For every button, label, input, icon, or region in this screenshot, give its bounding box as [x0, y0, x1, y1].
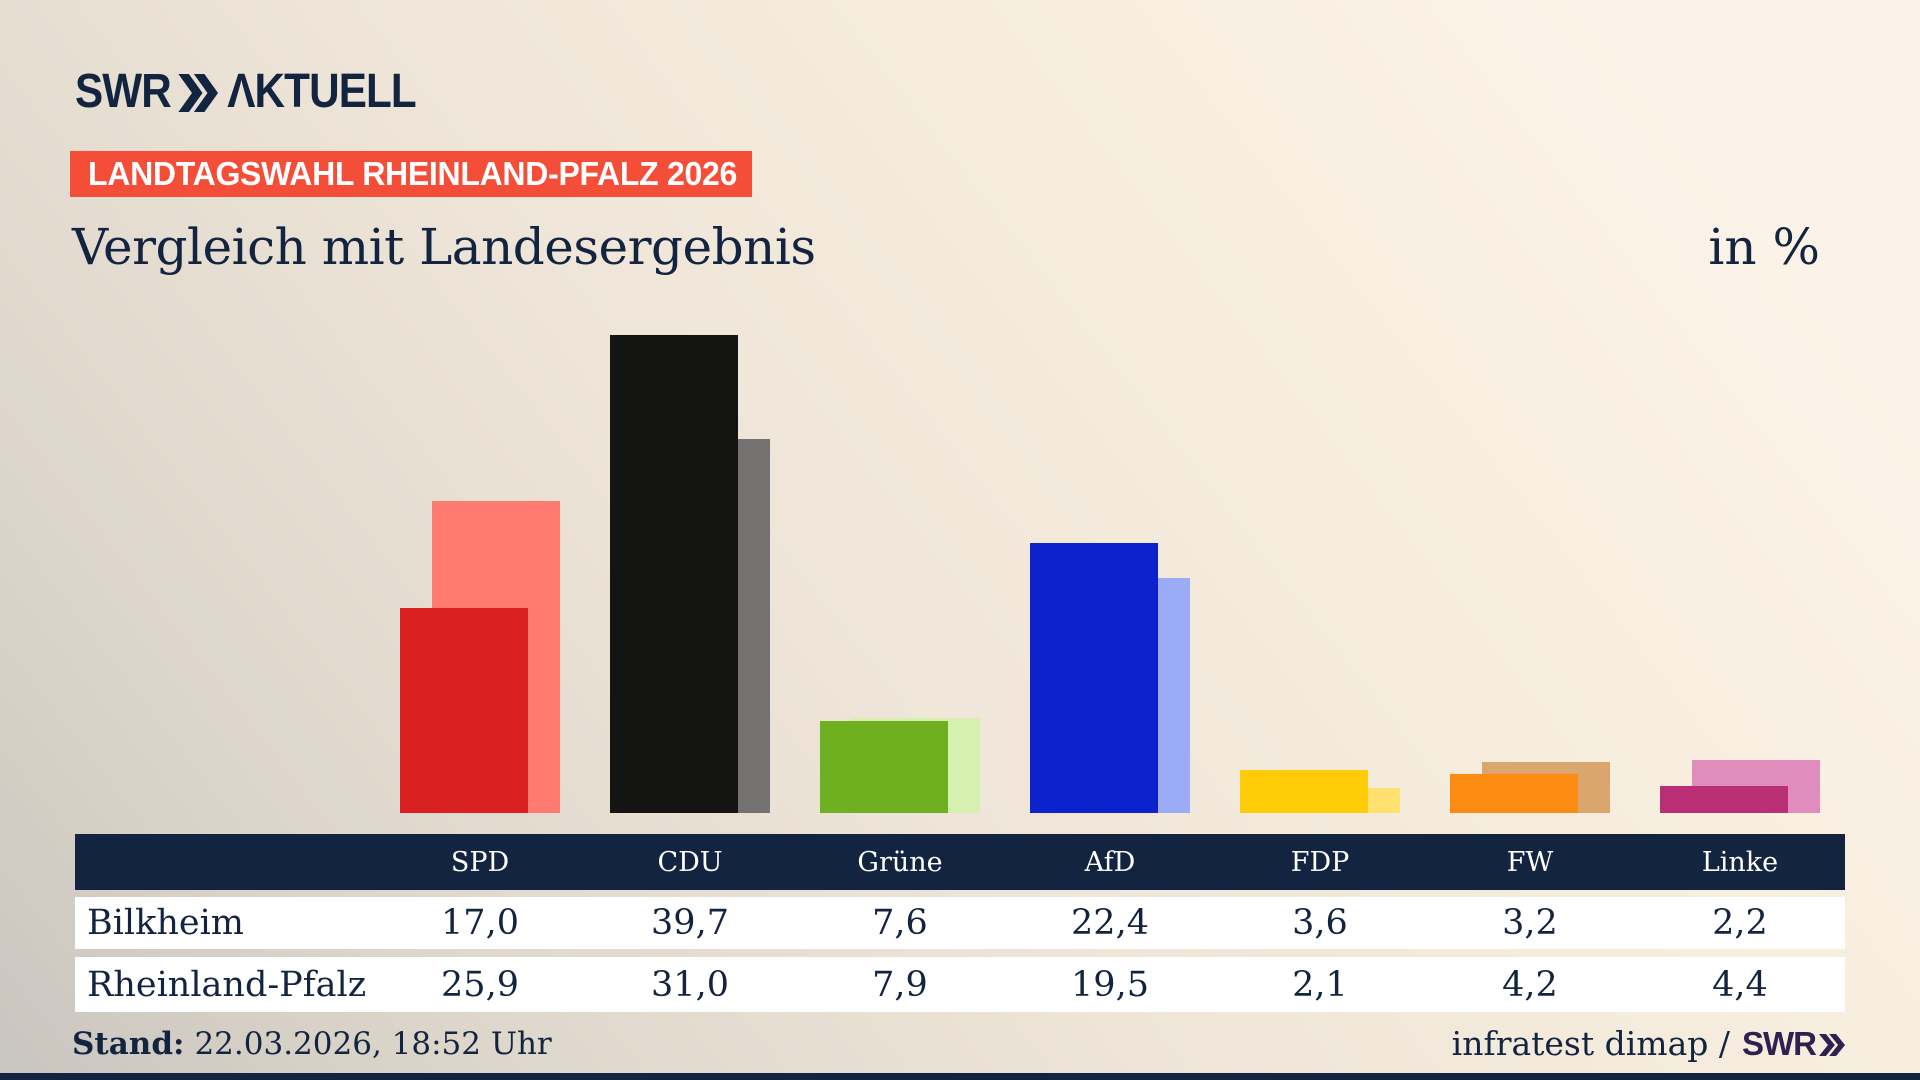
cell-Bilkheim-AfD: 22,4 [1071, 903, 1149, 943]
cell-Rheinland-Pfalz-AfD: 19,5 [1071, 964, 1149, 1005]
logo-aktuell-text: ΛKTUELL [227, 65, 416, 118]
column-header-FW: FW [1506, 846, 1554, 878]
column-header-CDU: CDU [657, 846, 723, 878]
table-header-row: SPD CDU Grüne AfD FDP FW Linke [75, 834, 1845, 890]
table-corner-cell [75, 834, 375, 890]
source-credit: infratest dimap / SWR [1452, 1024, 1845, 1063]
cell-Rheinland-Pfalz-CDU: 31,0 [651, 964, 729, 1005]
bottom-strip [0, 1073, 1920, 1080]
chart-subtitle: Vergleich mit Landesergebnis [72, 218, 816, 276]
stand-value: 22.03.2026, 18:52 Uhr [194, 1026, 552, 1062]
table-row-Rheinland-Pfalz: Rheinland-Pfalz 25,9 31,0 7,9 19,5 2,1 4,2 4,4 [75, 957, 1845, 1012]
cell-Rheinland-Pfalz-FW: 4,2 [1502, 964, 1558, 1005]
row-label-Bilkheim: Bilkheim [87, 903, 244, 943]
bar-AfD-Bilkheim [1030, 543, 1158, 813]
source-swr-text: SWR [1742, 1024, 1817, 1062]
row-label-Rheinland-Pfalz: Rheinland-Pfalz [87, 964, 367, 1005]
bar-FW-Bilkheim [1450, 774, 1578, 813]
column-header-FDP: FDP [1290, 846, 1350, 878]
column-header-AfD: AfD [1084, 846, 1136, 878]
bar-SPD-Bilkheim [400, 608, 528, 813]
column-header-Linke: Linke [1701, 846, 1779, 878]
swr-double-chevron-icon [178, 73, 219, 112]
bar-CDU-Bilkheim [610, 335, 738, 813]
cell-Bilkheim-SPD: 17,0 [441, 903, 519, 943]
cell-Bilkheim-FW: 3,2 [1502, 903, 1558, 943]
stand-label: Stand: [72, 1026, 185, 1062]
logo-swr-text: SWR [75, 65, 172, 118]
stand-timestamp: Stand: 22.03.2026, 18:52 Uhr [72, 1026, 552, 1062]
title-banner-text: LANDTAGSWAHL RHEINLAND-PFALZ 2026 [88, 155, 738, 192]
cell-Rheinland-Pfalz-SPD: 25,9 [441, 964, 519, 1005]
bar-FDP-Bilkheim [1240, 770, 1368, 813]
column-header-SPD: SPD [450, 846, 510, 878]
source-text: infratest dimap / [1451, 1024, 1730, 1063]
bar-Grüne-Bilkheim [820, 721, 948, 813]
cell-Rheinland-Pfalz-Linke: 4,4 [1712, 964, 1768, 1005]
title-banner: LANDTAGSWAHL RHEINLAND-PFALZ 2026 [70, 151, 752, 197]
source-swr-brand: SWR [1742, 1025, 1845, 1063]
cell-Bilkheim-FDP: 3,6 [1292, 903, 1348, 943]
cell-Rheinland-Pfalz-Grüne: 7,9 [872, 964, 928, 1005]
unit-label: in % [1708, 218, 1820, 276]
swr-double-chevron-small-icon [1819, 1033, 1845, 1056]
swr-aktuell-logo: SWR ΛKTUELL [75, 64, 417, 119]
bar-Linke-Bilkheim [1660, 786, 1788, 813]
cell-Bilkheim-Grüne: 7,6 [872, 903, 928, 943]
cell-Rheinland-Pfalz-FDP: 2,1 [1292, 964, 1348, 1005]
table-row-Bilkheim: Bilkheim 17,0 39,7 7,6 22,4 3,6 3,2 2,2 [75, 897, 1845, 949]
cell-Bilkheim-Linke: 2,2 [1712, 903, 1768, 943]
column-header-Grüne: Grüne [857, 846, 943, 878]
cell-Bilkheim-CDU: 39,7 [651, 903, 729, 943]
